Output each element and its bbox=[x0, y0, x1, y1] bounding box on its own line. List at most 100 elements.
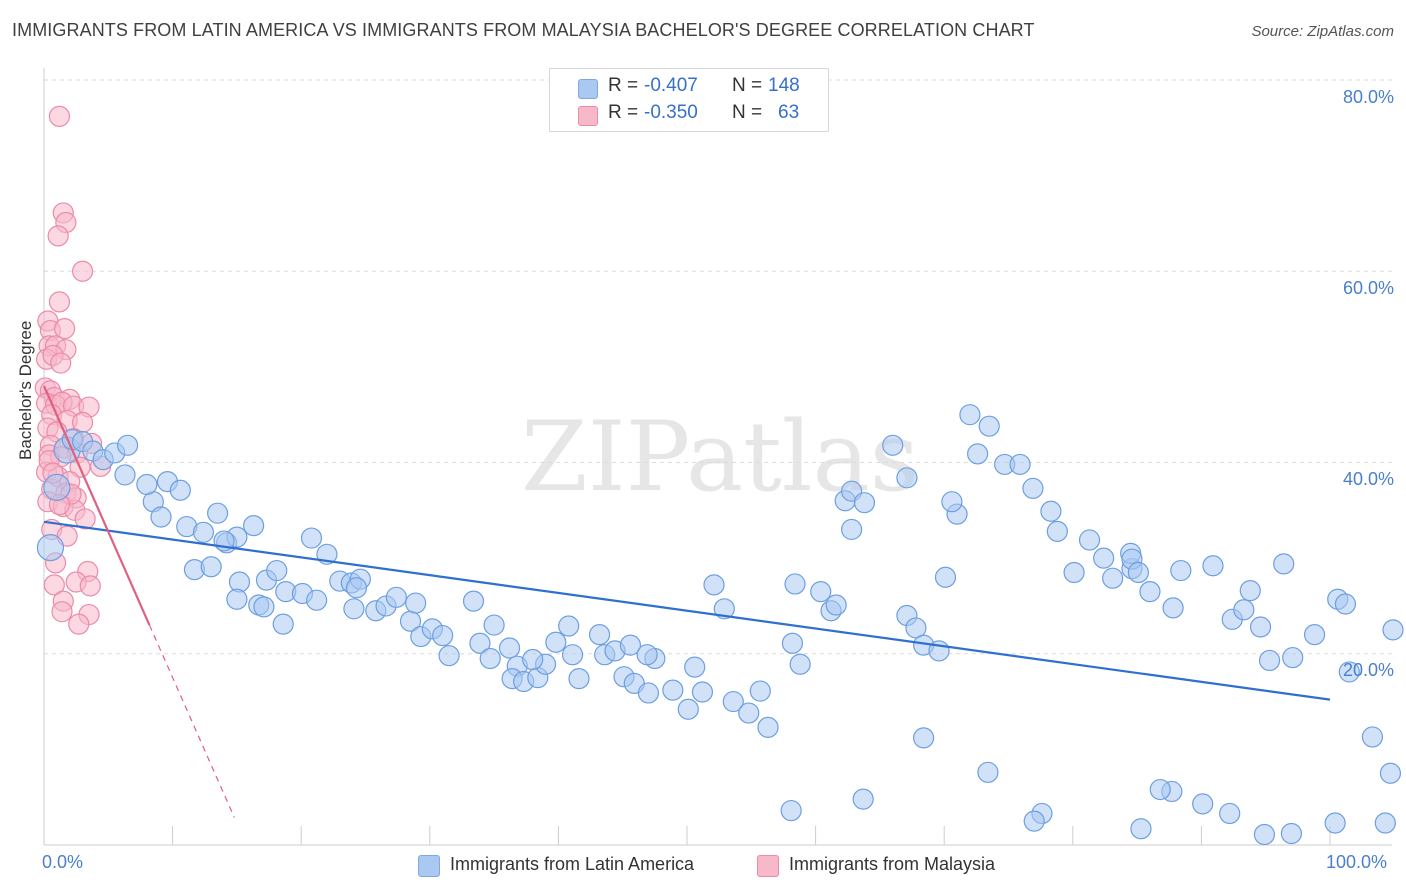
latin-america-point bbox=[780, 799, 802, 822]
latin-america-point bbox=[116, 434, 139, 456]
latin-america-point bbox=[498, 637, 521, 659]
latin-america-point bbox=[469, 632, 491, 654]
malaysia-point bbox=[53, 318, 76, 340]
latin-america-point bbox=[738, 702, 760, 724]
latin-america-point bbox=[243, 515, 265, 537]
stats-row-malaysia: R = -0.350 N = 63 bbox=[550, 102, 828, 128]
latin-america-points bbox=[36, 404, 1404, 846]
latin-america-point bbox=[558, 615, 580, 637]
latin-america-point bbox=[1280, 822, 1303, 845]
malaysia-trend-extension bbox=[148, 624, 235, 818]
latin-america-point bbox=[825, 594, 847, 616]
latin-america-point bbox=[913, 727, 935, 749]
latin-america-point bbox=[226, 588, 248, 610]
latin-america-point bbox=[343, 598, 365, 620]
latin-america-point bbox=[483, 614, 505, 636]
latin-america-point bbox=[568, 668, 590, 690]
malaysia-trend-line bbox=[42, 385, 151, 626]
latin-america-point bbox=[1219, 802, 1241, 825]
latin-america-point bbox=[136, 473, 158, 496]
latin-america-point bbox=[1022, 477, 1044, 499]
latin-america-point bbox=[1379, 762, 1402, 784]
stats-row-latin-america: R = -0.407 N = 148 bbox=[550, 75, 828, 101]
latin-america-point bbox=[1303, 624, 1326, 646]
latin-america-point bbox=[1374, 812, 1396, 834]
chart-title: IMMIGRANTS FROM LATIN AMERICA VS IMMIGRA… bbox=[12, 20, 1035, 40]
latin-america-point bbox=[253, 596, 275, 618]
latin-america-point bbox=[545, 631, 567, 653]
blue-swatch bbox=[578, 79, 598, 99]
latin-america-point bbox=[677, 698, 699, 720]
malaysia-point bbox=[68, 613, 90, 635]
latin-america-point bbox=[1202, 555, 1224, 577]
latin-america-point bbox=[977, 761, 999, 783]
latin-america-point bbox=[207, 502, 229, 524]
latin-america-point bbox=[781, 632, 804, 654]
latin-america-point bbox=[1046, 520, 1068, 542]
r-value: -0.407 bbox=[644, 75, 698, 96]
latin-america-point bbox=[789, 653, 811, 675]
latin-america-point bbox=[853, 492, 876, 514]
latin-america-point bbox=[1130, 818, 1152, 840]
n-label: N = bbox=[732, 75, 763, 96]
legend-label: Immigrants from Latin America bbox=[450, 854, 695, 874]
latin-america-point bbox=[1102, 567, 1124, 589]
malaysia-point bbox=[47, 225, 69, 247]
n-value: 63 bbox=[778, 102, 800, 123]
latin-america-point bbox=[479, 647, 501, 670]
latin-america-point bbox=[1192, 793, 1214, 815]
n-label: N = bbox=[732, 102, 763, 123]
latin-america-point bbox=[438, 645, 460, 667]
latin-america-point bbox=[1258, 649, 1281, 672]
latin-america-point bbox=[462, 590, 485, 612]
r-label: R = bbox=[608, 102, 639, 123]
y-tick-60: 60.0% bbox=[1342, 278, 1394, 298]
n-value: 148 bbox=[768, 75, 800, 96]
latin-america-point bbox=[810, 580, 832, 603]
latin-america-point bbox=[1063, 561, 1085, 584]
correlation-stats-box: R = -0.407 N = 148 R = -0.350 N = 63 bbox=[549, 68, 829, 132]
y-tick-40: 40.0% bbox=[1342, 469, 1394, 489]
latin-america-point bbox=[1009, 453, 1031, 476]
latin-america-point bbox=[1162, 597, 1184, 619]
latin-america-point bbox=[703, 574, 725, 596]
latin-america-point bbox=[200, 556, 222, 578]
latin-america-point bbox=[967, 443, 989, 465]
latin-america-point bbox=[691, 681, 714, 703]
latin-america-point bbox=[934, 566, 957, 588]
latin-america-point bbox=[1249, 616, 1272, 638]
latin-america-point bbox=[150, 506, 172, 528]
latin-america-point bbox=[385, 586, 407, 608]
latin-america-point bbox=[43, 473, 71, 501]
x-tick-0: 0.0% bbox=[42, 852, 84, 872]
latin-america-point bbox=[619, 634, 642, 656]
malaysia-point bbox=[48, 291, 71, 313]
legend-pink-swatch bbox=[757, 855, 779, 877]
latin-america-point bbox=[941, 491, 963, 513]
latin-america-point bbox=[345, 577, 368, 599]
latin-america-point bbox=[306, 589, 328, 611]
latin-america-point bbox=[1324, 812, 1346, 834]
latin-america-point bbox=[266, 559, 288, 582]
latin-america-point bbox=[959, 404, 981, 426]
latin-america-point bbox=[1139, 580, 1161, 603]
latin-america-point bbox=[978, 415, 1000, 437]
pink-swatch bbox=[578, 106, 598, 126]
latin-america-point bbox=[896, 467, 918, 489]
malaysia-point bbox=[48, 105, 71, 127]
latin-america-point bbox=[784, 573, 806, 595]
r-label: R = bbox=[608, 75, 639, 96]
latin-america-point bbox=[852, 788, 874, 810]
source-credit: Source: ZipAtlas.com bbox=[1251, 23, 1394, 40]
latin-america-point bbox=[749, 680, 771, 702]
r-value: -0.350 bbox=[644, 102, 698, 123]
y-tick-80: 80.0% bbox=[1342, 87, 1394, 107]
latin-america-point bbox=[405, 592, 427, 614]
latin-america-point bbox=[36, 534, 65, 562]
y-tick-20: 20.0% bbox=[1342, 660, 1394, 680]
latin-america-point bbox=[1382, 619, 1404, 641]
x-tick-100: 100.0% bbox=[1326, 852, 1388, 872]
latin-america-point bbox=[1282, 646, 1304, 669]
legend-label: Immigrants from Malaysia bbox=[789, 854, 996, 874]
